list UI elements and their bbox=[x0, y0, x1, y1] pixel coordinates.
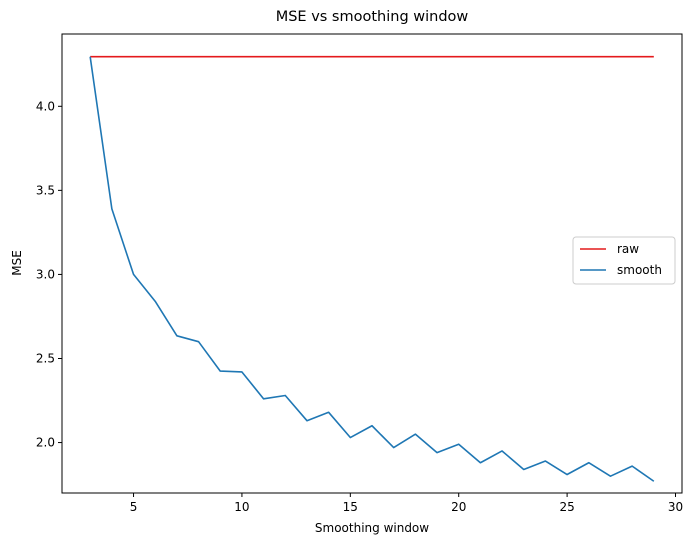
x-axis: 5 10 15 20 25 30 bbox=[130, 493, 683, 514]
legend-entry-smooth: smooth bbox=[617, 263, 662, 277]
x-tick-label: 15 bbox=[343, 500, 358, 514]
legend: raw smooth bbox=[572, 236, 676, 285]
legend-entry-raw: raw bbox=[617, 242, 639, 256]
y-axis: 2.0 2.5 3.0 3.5 4.0 bbox=[36, 99, 62, 450]
plot-area bbox=[61, 33, 683, 494]
y-tick-label: 2.0 bbox=[36, 436, 55, 450]
x-tick-label: 25 bbox=[559, 500, 574, 514]
x-axis-label: Smoothing window bbox=[315, 521, 429, 535]
x-tick-label: 20 bbox=[451, 500, 466, 514]
y-tick-label: 3.0 bbox=[36, 267, 55, 281]
y-tick-label: 3.5 bbox=[36, 183, 55, 197]
series-layer bbox=[89, 55, 655, 482]
y-tick-label: 4.0 bbox=[36, 99, 55, 113]
x-tick-label: 10 bbox=[234, 500, 249, 514]
y-axis-label: MSE bbox=[10, 250, 24, 276]
chart-title: MSE vs smoothing window bbox=[276, 9, 469, 25]
x-tick-label: 5 bbox=[130, 500, 138, 514]
y-tick-label: 2.5 bbox=[36, 351, 55, 365]
x-tick-label: 30 bbox=[668, 500, 683, 514]
series-line-smooth bbox=[89, 56, 655, 482]
